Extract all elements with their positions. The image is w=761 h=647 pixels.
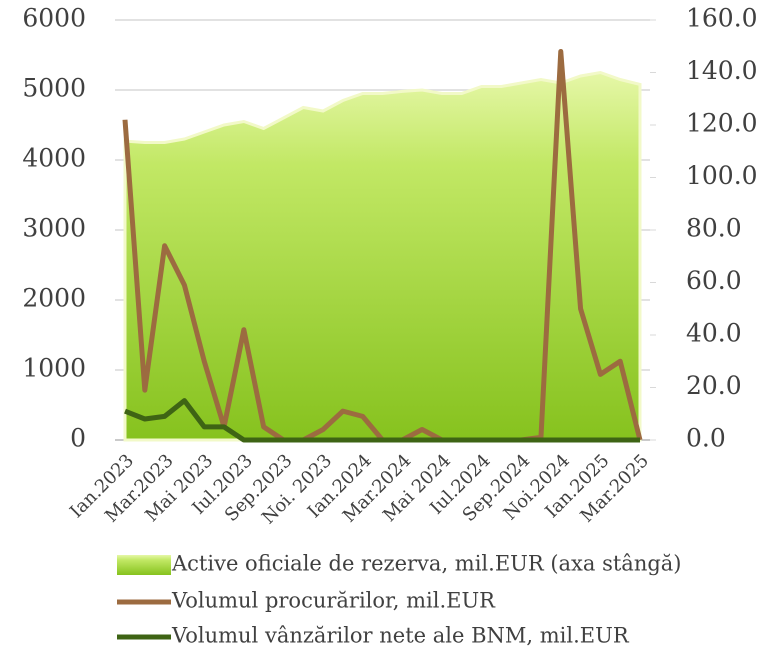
legend-label: Active oficiale de rezerva, mil.EUR (axa… <box>171 552 682 576</box>
y-tick-label: 6000 <box>22 4 86 33</box>
y-tick-label: 4000 <box>22 144 86 173</box>
legend-swatch <box>117 555 171 575</box>
y-tick-label: 1000 <box>22 354 86 383</box>
y-tick-label: 2000 <box>22 284 86 313</box>
y2-tick-label: 0.0 <box>686 424 726 453</box>
y2-tick-label: 140.0 <box>686 56 758 85</box>
area <box>123 70 642 442</box>
y-tick-label: 5000 <box>22 74 86 103</box>
y2-tick-label: 40.0 <box>686 319 742 348</box>
y2-tick-label: 60.0 <box>686 266 742 295</box>
y2-tick-label: 80.0 <box>686 214 742 243</box>
legend-label: Volumul vânzărilor nete ale BNM, mil.EUR <box>171 624 630 647</box>
line <box>124 398 640 443</box>
y2-tick-label: 100.0 <box>686 161 758 190</box>
y-tick-label: 0 <box>70 424 86 453</box>
legend-label: Volumul procurărilor, mil.EUR <box>171 589 496 613</box>
y2-tick-label: 160.0 <box>686 4 758 33</box>
y-tick-label: 3000 <box>22 214 86 243</box>
y2-tick-label: 120.0 <box>686 109 758 138</box>
y2-tick-label: 20.0 <box>686 371 742 400</box>
